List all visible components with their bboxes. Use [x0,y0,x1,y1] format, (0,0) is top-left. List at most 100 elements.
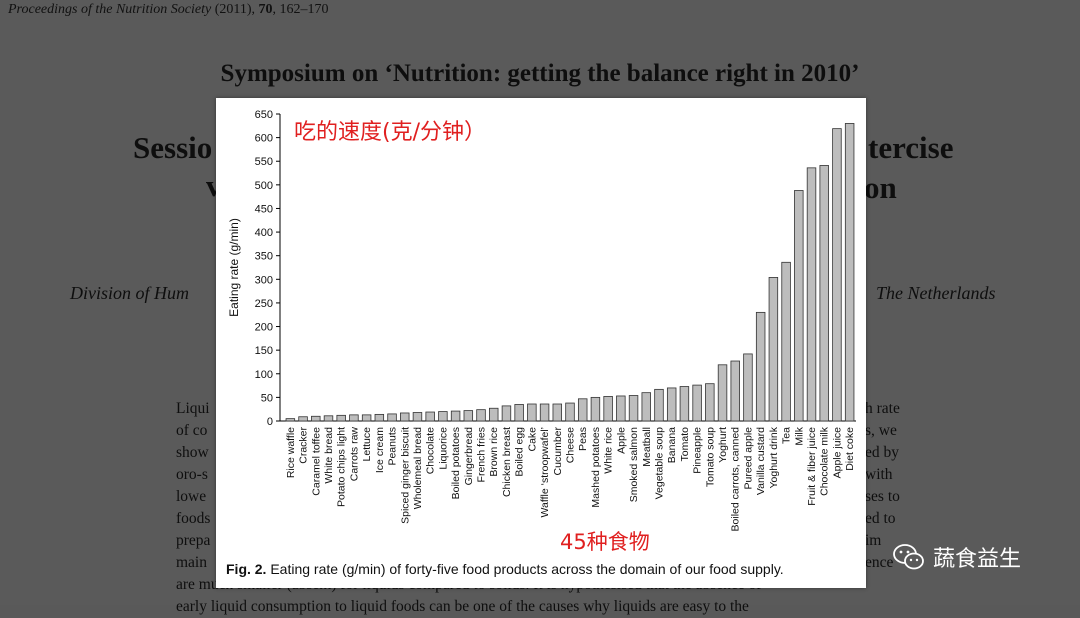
category-label: Boiled potatoes [450,427,462,499]
bar [654,388,664,422]
y-tick-label: 550 [255,156,273,168]
bar [311,415,321,422]
category-label: Apple [615,427,627,454]
bar [539,403,550,422]
category-label: Chocolate [425,427,437,474]
category-label: White bread [323,427,335,484]
y-tick-label: 450 [255,203,273,215]
bar [374,413,385,422]
bar-chart: 0 50 100 150 200 250 300 350 400 450 500 550 600 650 E… [227,109,856,532]
body-text-bottom-2: early liquid consumption to liquid foods… [176,598,749,615]
category-label: Boiled carrots, canned [730,427,742,532]
category-label: Vegetable soup [653,427,665,500]
bar [552,403,563,422]
bar [387,413,397,422]
category-label: Peas [577,427,589,451]
bar [514,404,524,422]
category-label: Chocolate milk [819,426,831,496]
bar [794,190,804,422]
figure-caption: Fig. 2. Eating rate (g/min) of forty-fiv… [226,561,784,577]
y-tick-label: 50 [261,392,273,404]
category-label: Smoked salmon [628,427,640,502]
category-label: White rice [603,427,615,474]
session-title-left: Sessio [133,130,213,165]
bar [285,418,296,422]
category-label: Cake [526,427,538,452]
category-label: French fries [476,427,488,482]
bar [768,277,779,422]
body-text-right: h rate s, we ed by with ses to ed to im ence [865,400,900,571]
category-label: Cucumber [552,426,564,475]
bar [806,167,817,422]
bar [336,414,346,422]
chart-figure-card: 0 50 100 150 200 250 300 350 400 450 500 550 600 650 E… [216,98,866,588]
bar [323,415,334,422]
y-tick-label: 0 [267,416,273,428]
bar [501,405,512,422]
bar [628,395,639,422]
bar [743,353,753,422]
y-tick-label: 200 [255,322,273,334]
category-label: Tomato soup [704,427,716,487]
category-label: Gingerbread [463,427,475,486]
bar [349,414,359,422]
y-tick-label: 400 [255,227,273,239]
symposium-title: Symposium on ‘Nutrition: getting the bal… [220,60,860,87]
bar [590,396,601,422]
session-title-right-line2: on [864,170,897,205]
y-tick-label: 500 [255,180,273,192]
watermark-text: 蔬食益生 [933,547,1022,572]
bar [692,384,702,422]
category-label: Chicken breast [501,427,513,497]
bar [361,414,372,422]
session-title-right: tercise [868,130,954,165]
bar [565,402,575,422]
category-label: Yoghurt drink [768,426,780,488]
y-tick-label: 150 [255,345,273,357]
bar [730,360,740,422]
bar [438,411,448,422]
category-label: Cracker [298,427,310,464]
category-label: Mashed potatoes [590,427,602,508]
bar [603,396,613,422]
bar [527,403,537,422]
annotation-eating-speed: 吃的速度(克/分钟） [294,120,486,145]
bar [400,412,410,422]
category-label: Pureed apple [742,427,754,490]
category-label: Milk [793,426,805,445]
bar [298,416,308,422]
category-label: Tomato [679,427,691,462]
category-label: Ice cream [374,427,386,473]
bar [717,364,728,422]
annotation-food-count: 45种食物 [560,530,650,554]
category-label: Banana [666,427,678,463]
category-label: Peanuts [387,427,399,466]
category-label: Brown rice [488,427,500,477]
category-label: Yoghurt [717,427,729,463]
category-label: Carrots raw [348,427,360,482]
category-label: Pineapple [692,427,704,474]
bar [476,409,486,422]
affiliation-left: Division of Hum [70,283,189,303]
category-label: Vanilla custard [755,427,767,495]
category-label: Apple juice [831,427,843,479]
y-tick-label: 250 [255,298,273,310]
category-label: Spiced ginger biscuit [399,427,411,524]
category-label: Cheese [565,427,577,463]
bar [819,165,829,422]
journal-header: Proceedings of the Nutrition Society (20… [8,2,329,17]
bar [705,383,715,422]
category-label: Wholemeal bread [412,427,424,509]
y-tick-label: 350 [255,251,273,263]
bar [755,311,766,422]
y-axis-label: Eating rate (g/min) [227,218,241,317]
category-label: Rice waffle [285,427,297,478]
category-label: Boiled egg [514,427,526,477]
y-tick-label: 650 [255,109,273,121]
category-label: Fruit & fiber juice [806,427,818,506]
category-label: Caramel toffee [310,427,322,496]
bar [577,398,588,422]
bar [489,407,499,422]
bar [616,395,626,422]
category-label: Waffle ‘stroopwafel’ [539,427,551,517]
